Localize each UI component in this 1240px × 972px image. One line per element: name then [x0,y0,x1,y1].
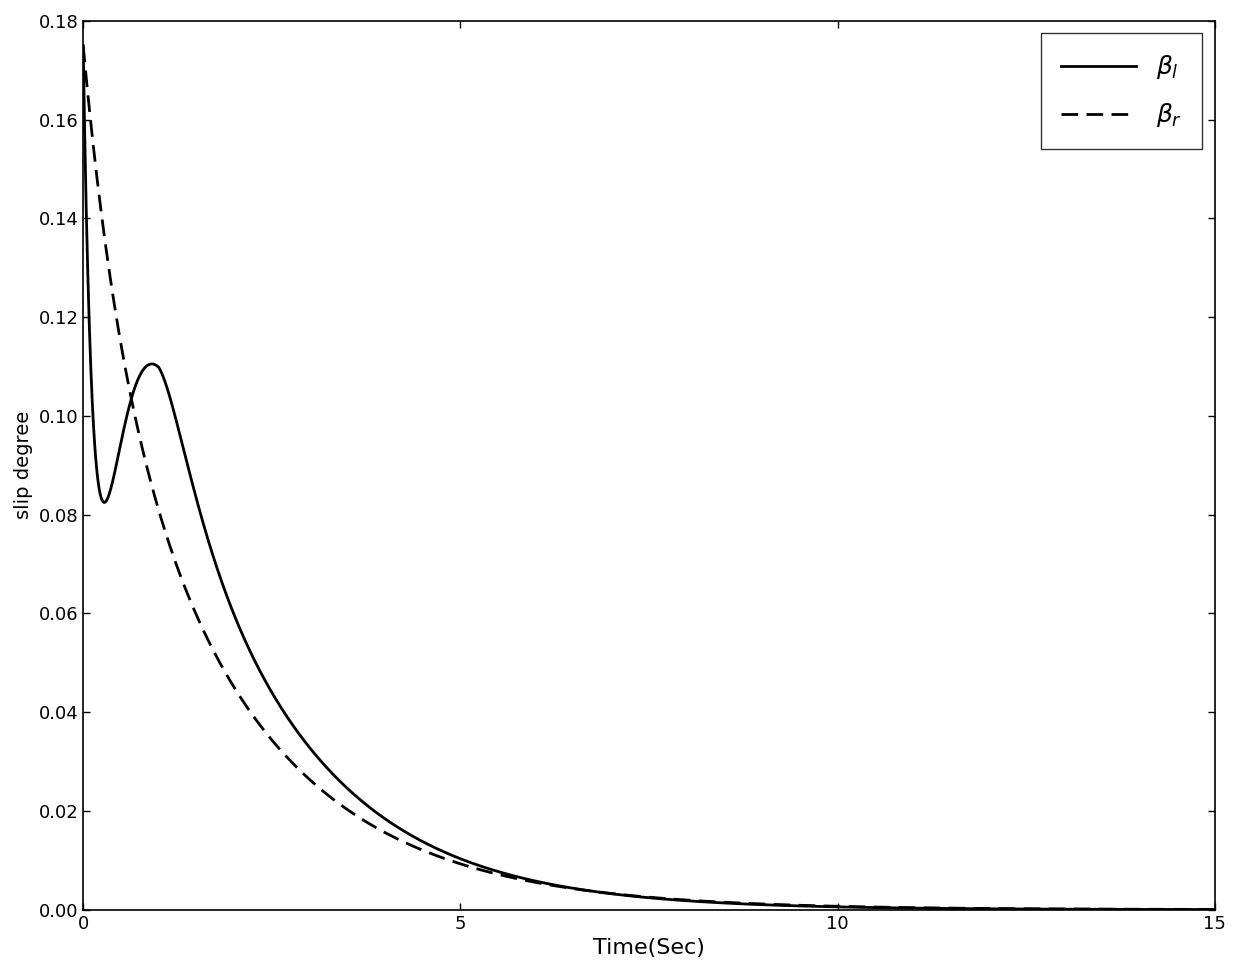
$\mathbf{\mathit{\beta_r}}$ [559,882,574,893]
$\mathbf{\mathit{\beta_r}}$ [1208,904,1223,916]
$\mathbf{\mathit{\beta_l}}$ [510,871,525,883]
$\mathbf{\mathit{\beta_r}}$ [1063,903,1078,915]
$\mathbf{\mathit{\beta_l}}$ [559,882,574,893]
$\mathbf{\mathit{\beta_l}}$ [1063,903,1078,915]
Line: $\mathbf{\mathit{\beta_r}}$: $\mathbf{\mathit{\beta_r}}$ [83,46,1215,910]
$\mathbf{\mathit{\beta_l}}$ [272,699,286,711]
$\mathbf{\mathit{\beta_r}}$ [272,743,286,754]
$\mathbf{\mathit{\beta_r}}$ [76,40,91,52]
X-axis label: Time(Sec): Time(Sec) [593,938,704,958]
Y-axis label: slip degree: slip degree [14,411,33,519]
$\mathbf{\mathit{\beta_r}}$ [510,873,525,885]
$\mathbf{\mathit{\beta_l}}$ [205,547,219,559]
$\mathbf{\mathit{\beta_r}}$ [1185,904,1200,916]
$\mathbf{\mathit{\beta_l}}$ [1185,904,1200,916]
Line: $\mathbf{\mathit{\beta_l}}$: $\mathbf{\mathit{\beta_l}}$ [83,46,1215,910]
$\mathbf{\mathit{\beta_r}}$ [205,642,219,654]
Legend: $\mathbf{\mathit{\beta_l}}$, $\mathbf{\mathit{\beta_r}}$: $\mathbf{\mathit{\beta_l}}$, $\mathbf{\m… [1042,33,1202,150]
$\mathbf{\mathit{\beta_l}}$ [1208,904,1223,916]
$\mathbf{\mathit{\beta_l}}$ [76,40,91,52]
